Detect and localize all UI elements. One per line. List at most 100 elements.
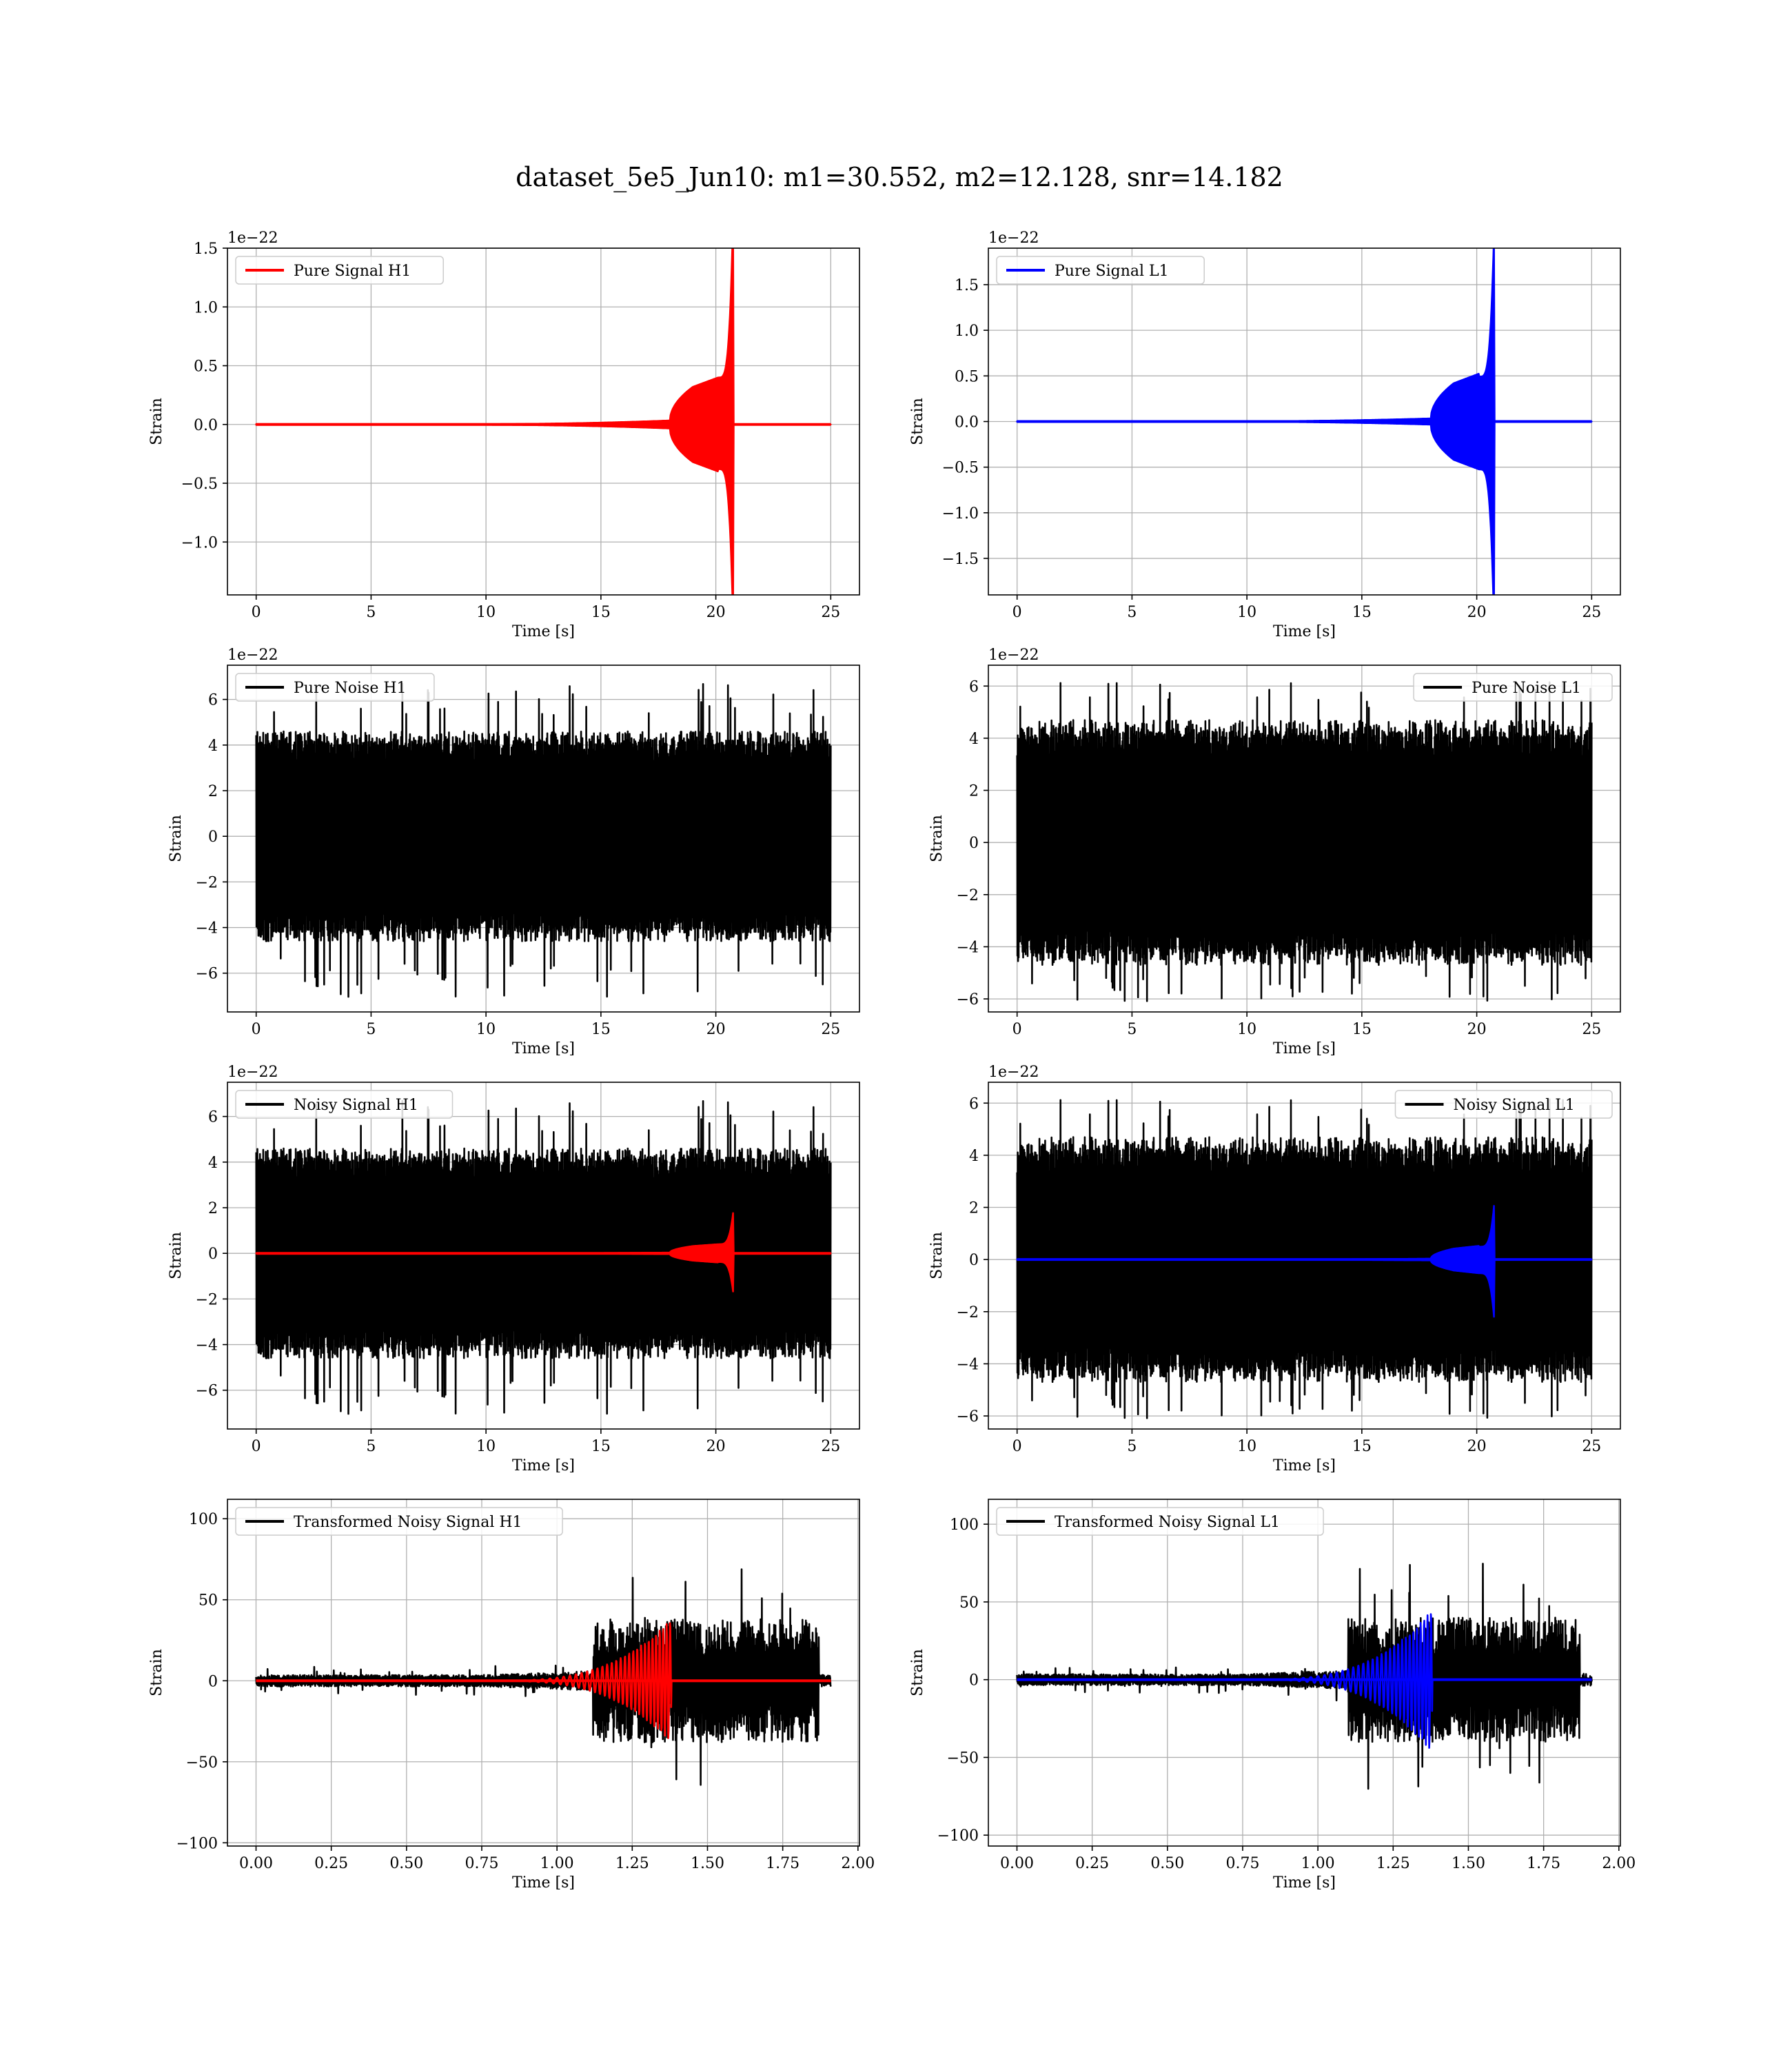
axes-frame — [988, 1082, 1621, 1430]
subplot-noisy-signal-h1: 0 5 10 15 20 25 Time [s] −6 −4 −2 0 2 4 6 Strain 1e−22 N… — [167, 1064, 860, 1474]
y-tick-label: 0 — [969, 1252, 979, 1269]
y-offset-text: 1e−22 — [227, 647, 278, 664]
y-tick-label: 1.5 — [194, 241, 218, 258]
y-tick-label: −0.5 — [942, 460, 979, 477]
x-tick-label: 25 — [1582, 1021, 1601, 1038]
legend-frame — [235, 1090, 454, 1119]
x-tick-label: 15 — [591, 604, 611, 621]
axes-frame — [988, 665, 1621, 1013]
x-tick-label: 1.75 — [766, 1855, 800, 1872]
y-tick-label: −2 — [196, 874, 218, 891]
y-axis-label: Strain — [167, 1232, 185, 1279]
y-offset-text: 1e−22 — [227, 230, 278, 247]
y-tick-label: −4 — [196, 920, 218, 937]
y-tick-label: 1.5 — [955, 277, 979, 294]
y-tick-label: 0 — [969, 1672, 979, 1690]
y-tick-label: 6 — [208, 1109, 218, 1126]
y-tick-label: −4 — [957, 1356, 979, 1373]
y-tick-label: 4 — [969, 731, 979, 748]
y-tick-label: 2 — [969, 1200, 979, 1217]
y-tick-label: 100 — [189, 1511, 218, 1528]
subplot-transformed-noisy-signal-l1: 0.00 0.25 0.50 0.75 1.00 1.25 1.50 1.75 2.00 Time… — [909, 1499, 1636, 1892]
y-tick-label: −1.0 — [181, 534, 218, 551]
x-tick-label: 5 — [366, 604, 376, 621]
x-tick-label: 1.00 — [540, 1855, 574, 1872]
x-tick-label: 0 — [252, 604, 261, 621]
legend-label: Pure Signal H1 — [294, 263, 411, 280]
legend-label: Pure Noise L1 — [1472, 680, 1581, 697]
x-tick-label: 1.50 — [1452, 1855, 1485, 1872]
y-axis-label: Strain — [909, 1649, 926, 1696]
legend-label: Noisy Signal L1 — [1454, 1097, 1575, 1114]
y-tick-label: 0.0 — [194, 417, 218, 434]
x-axis: 0 5 10 15 20 25 Time [s] — [1012, 1429, 1601, 1474]
x-axis-label: Time [s] — [1273, 1457, 1336, 1474]
x-tick-label: 1.25 — [615, 1855, 649, 1872]
x-tick-label: 20 — [1467, 1438, 1487, 1455]
y-tick-label: 0.0 — [955, 414, 979, 432]
x-tick-label: 0.75 — [465, 1855, 498, 1872]
y-tick-label: 4 — [969, 1148, 979, 1165]
y-tick-label: 1.0 — [955, 323, 979, 340]
legend-label: Transformed Noisy Signal H1 — [294, 1514, 522, 1531]
y-offset-text: 1e−22 — [988, 1064, 1039, 1081]
y-offset-text: 1e−22 — [227, 1064, 278, 1081]
legend-frame — [996, 256, 1205, 285]
x-tick-label: 0 — [1012, 604, 1022, 621]
y-tick-label: −1.0 — [942, 505, 979, 523]
plot-area — [1016, 248, 1593, 595]
y-axis: −6 −4 −2 0 2 4 6 Strain — [928, 1095, 988, 1426]
legend-label: Transformed Noisy Signal L1 — [1055, 1514, 1280, 1531]
legend-frame — [996, 1507, 1324, 1536]
x-tick-label: 0.00 — [239, 1855, 273, 1872]
y-tick-label: −50 — [947, 1750, 979, 1767]
x-tick-label: 1.25 — [1376, 1855, 1410, 1872]
y-tick-label: −50 — [186, 1754, 218, 1772]
x-axis-label: Time [s] — [1273, 1040, 1336, 1057]
x-tick-label: 25 — [821, 1438, 840, 1455]
y-axis: −100 −50 0 50 100 Strain — [148, 1511, 227, 1852]
y-tick-label: −4 — [957, 939, 979, 956]
x-tick-label: 5 — [1127, 1438, 1137, 1455]
plot-area — [255, 248, 832, 595]
y-axis-label: Strain — [148, 398, 165, 445]
figure-title: dataset_5e5_Jun10: m1=30.552, m2=12.128,… — [516, 162, 1283, 193]
y-tick-label: −100 — [176, 1835, 218, 1852]
y-tick-label: −2 — [957, 1304, 979, 1321]
y-axis: −6 −4 −2 0 2 4 6 Strain — [167, 692, 227, 983]
legend-frame — [1394, 1090, 1613, 1119]
y-tick-label: 100 — [950, 1517, 979, 1534]
y-axis-label: Strain — [928, 815, 946, 862]
legend-label: Noisy Signal H1 — [294, 1097, 418, 1114]
axes-frame — [227, 1082, 860, 1430]
x-axis-label: Time [s] — [512, 623, 575, 640]
y-tick-label: 2 — [208, 783, 218, 800]
subplot-pure-noise-l1: 0 5 10 15 20 25 Time [s] −6 −4 −2 0 2 4 6 Strain 1e−22 P… — [928, 647, 1621, 1057]
x-tick-label: 0 — [252, 1021, 261, 1038]
y-tick-label: −4 — [196, 1337, 218, 1355]
x-tick-label: 15 — [591, 1438, 611, 1455]
y-tick-label: −6 — [196, 966, 218, 983]
y-tick-label: 50 — [198, 1592, 218, 1610]
x-axis: 0 5 10 15 20 25 Time [s] — [1012, 1012, 1601, 1057]
x-tick-label: 25 — [821, 604, 840, 621]
y-axis: −1.0 −0.5 0.0 0.5 1.0 1.5 Strain — [148, 241, 227, 551]
legend-label: Pure Signal L1 — [1055, 263, 1169, 280]
x-tick-label: 0.75 — [1225, 1855, 1259, 1872]
x-tick-label: 10 — [1237, 604, 1256, 621]
x-tick-label: 10 — [1237, 1021, 1256, 1038]
x-axis-label: Time [s] — [1273, 1874, 1336, 1892]
plot-area — [1016, 1563, 1593, 1790]
y-tick-label: 50 — [959, 1594, 979, 1612]
x-tick-label: 0.00 — [1000, 1855, 1034, 1872]
legend: Noisy Signal H1 — [235, 1090, 454, 1119]
axes-frame — [227, 247, 860, 596]
x-tick-label: 1.00 — [1301, 1855, 1335, 1872]
y-tick-label: 0.5 — [955, 368, 979, 385]
y-axis-label: Strain — [148, 1649, 165, 1696]
x-tick-label: 0.50 — [1150, 1855, 1184, 1872]
subplot-noisy-signal-l1: 0 5 10 15 20 25 Time [s] −6 −4 −2 0 2 4 6 Strain 1e−22 N… — [928, 1064, 1621, 1474]
y-tick-label: 6 — [208, 692, 218, 709]
x-tick-label: 0.25 — [1075, 1855, 1109, 1872]
